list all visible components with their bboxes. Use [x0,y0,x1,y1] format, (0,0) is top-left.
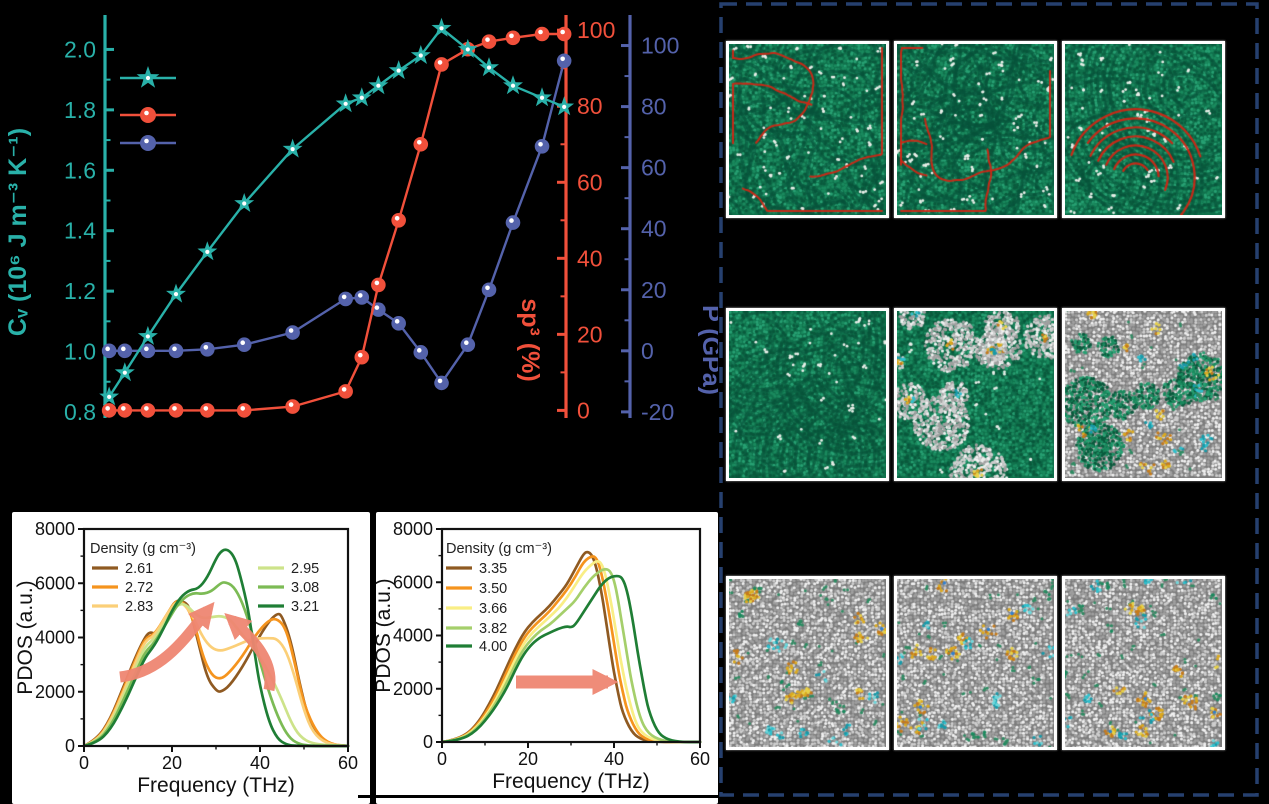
svg-text:20: 20 [518,749,538,769]
svg-text:0.8: 0.8 [64,399,96,425]
svg-text:0: 0 [65,736,75,756]
figure-divider-line [358,795,718,798]
svg-text:60: 60 [577,169,603,195]
simulation-snapshot-r3c3 [1062,576,1225,750]
svg-text:6000: 6000 [35,573,75,593]
svg-text:2000: 2000 [35,682,75,702]
svg-text:40: 40 [641,216,667,242]
svg-text:3.50: 3.50 [479,581,507,597]
svg-text:sp³ (%): sp³ (%) [516,298,544,381]
simulation-snapshot-r2c1 [726,308,889,481]
svg-text:80: 80 [641,94,667,120]
simulation-snapshot-r2c3 [1062,308,1225,481]
svg-text:20: 20 [641,277,667,303]
svg-text:40: 40 [250,753,270,773]
pdos-high-density-panel: 0 20 40 60 0 2000 4000 6000 8000 Frequency (THz) P… [372,512,718,804]
svg-text:3.82: 3.82 [479,621,507,637]
svg-text:1.6: 1.6 [64,157,96,183]
svg-text:60: 60 [641,155,667,181]
svg-text:3.35: 3.35 [479,561,507,577]
svg-text:40: 40 [604,749,624,769]
svg-text:2.0: 2.0 [64,36,96,62]
svg-text:Density (g cm⁻³): Density (g cm⁻³) [446,541,552,557]
svg-text:1.4: 1.4 [64,218,96,244]
svg-text:4000: 4000 [35,628,75,648]
svg-text:Density (g cm⁻³): Density (g cm⁻³) [90,541,196,557]
simulation-snapshot-r1c3 [1062,41,1225,218]
svg-text:3.08: 3.08 [291,580,319,596]
svg-text:4000: 4000 [393,626,433,646]
svg-text:3.66: 3.66 [479,601,507,617]
svg-text:0: 0 [437,749,447,769]
pdos-high-density-chart: 0 20 40 60 0 2000 4000 6000 8000 Frequency (THz) P… [372,519,710,793]
simulation-snapshot-r3c2 [894,576,1057,750]
svg-text:6000: 6000 [393,572,433,592]
svg-text:100: 100 [577,17,615,43]
svg-text:60: 60 [690,749,710,769]
svg-text:20: 20 [162,753,182,773]
heat-capacity-sp3-pressure-chart: 0.8 1.0 1.2 1.4 1.6 1.8 2.0 0 20 40 60 80 100 -20 0 20 4… [4,15,718,425]
svg-text:2.83: 2.83 [125,599,153,615]
svg-text:4.00: 4.00 [479,639,507,655]
pdos-low-density-chart: 0 20 40 60 0 2000 4000 6000 8000 Frequency (THz) P… [14,519,358,797]
svg-text:2.61: 2.61 [125,561,153,577]
simulation-snapshot-r3c1 [726,576,889,750]
svg-text:Frequency (THz): Frequency (THz) [492,770,650,793]
svg-text:PDOS (a.u.): PDOS (a.u.) [376,578,395,692]
svg-text:0: 0 [641,338,654,364]
svg-text:1.2: 1.2 [64,278,96,304]
svg-text:8000: 8000 [35,519,75,539]
svg-text:P (GPa): P (GPa) [697,305,718,395]
svg-text:3.21: 3.21 [291,599,319,615]
svg-text:2.95: 2.95 [291,561,319,577]
svg-text:8000: 8000 [393,519,433,539]
snapshot-row-1 [726,41,1225,218]
svg-text:1.8: 1.8 [64,97,96,123]
svg-text:2.72: 2.72 [125,580,153,596]
svg-text:100: 100 [641,33,679,59]
svg-text:60: 60 [338,753,358,773]
snapshot-row-2 [726,308,1225,481]
simulation-snapshots-panel [719,2,1259,797]
simulation-snapshot-r1c1 [726,41,889,218]
dashed-border [719,2,1259,797]
svg-text:0: 0 [577,397,590,423]
svg-text:Cᵥ (10⁶ J m⁻³ K⁻¹): Cᵥ (10⁶ J m⁻³ K⁻¹) [4,128,32,336]
svg-text:PDOS (a.u.): PDOS (a.u.) [14,580,37,694]
svg-text:2000: 2000 [393,679,433,699]
svg-text:0: 0 [79,753,89,773]
svg-text:40: 40 [577,245,603,271]
svg-text:1.0: 1.0 [64,339,96,365]
svg-text:-20: -20 [641,399,674,425]
pdos-low-density-panel: 0 20 40 60 0 2000 4000 6000 8000 Frequency (THz) P… [12,512,370,804]
svg-text:0: 0 [423,732,433,752]
simulation-snapshot-r1c2 [894,41,1057,218]
simulation-snapshot-r2c2 [894,308,1057,481]
svg-text:20: 20 [577,321,603,347]
snapshot-row-3 [726,576,1225,750]
svg-text:Frequency (THz): Frequency (THz) [137,774,295,797]
svg-text:80: 80 [577,93,603,119]
